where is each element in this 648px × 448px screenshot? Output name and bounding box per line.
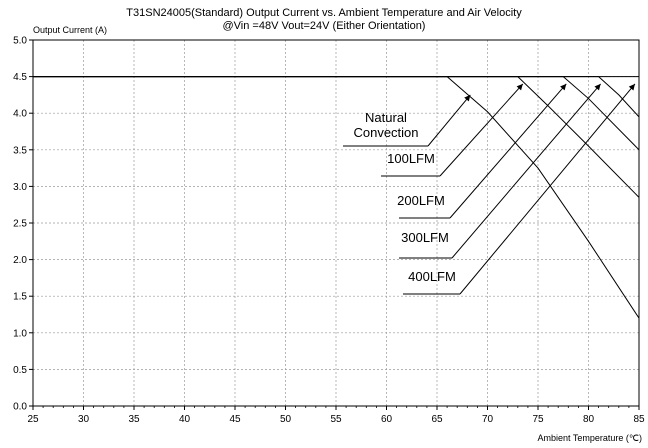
y-tick-label: 3.5 (13, 145, 27, 156)
x-tick-label: 65 (431, 414, 443, 425)
annotation-arrowhead (560, 83, 567, 91)
annotation-leader (451, 83, 602, 259)
chart-title: T31SN24005(Standard) Output Current vs. … (126, 7, 522, 19)
annotation-leader (449, 83, 567, 219)
x-tick-label: 75 (532, 414, 544, 425)
x-tick-label: 55 (330, 414, 342, 425)
annotation-leader (439, 83, 524, 177)
x-tick-label: 70 (482, 414, 494, 425)
y-tick-label: 2.5 (13, 219, 27, 230)
x-tick-label: 45 (229, 414, 241, 425)
x-tick-label: 50 (280, 414, 292, 425)
annotation-arrowhead (594, 83, 601, 91)
y-tick-label: 0.0 (13, 402, 27, 413)
series-lines (33, 76, 640, 319)
x-tick-label: 40 (179, 414, 191, 425)
y-tick-label: 1.0 (13, 328, 27, 339)
annotation-label: 300LFM (401, 230, 449, 245)
chart-subtitle: @Vin =48V Vout=24V (Either Orientation) (223, 20, 426, 32)
x-axis-label: Ambient Temperature (℃) (538, 433, 642, 443)
x-tick-label: 60 (381, 414, 393, 425)
y-tick-label: 2.0 (13, 255, 27, 266)
annotation-arrowhead (464, 94, 471, 102)
y-tick-label: 4.0 (13, 109, 27, 120)
x-tick-label: 35 (128, 414, 140, 425)
annotation-label: 100LFM (387, 151, 435, 166)
annotation-label: 400LFM (408, 269, 456, 284)
annotation-label: Convection (353, 125, 418, 140)
annotation-arrowhead (516, 83, 523, 91)
annotation-leader (427, 94, 471, 147)
x-tick-label: 25 (27, 414, 39, 425)
annotation-label: Natural (365, 110, 407, 125)
x-tick-label: 30 (78, 414, 90, 425)
x-tick-label: 85 (633, 414, 645, 425)
y-tick-label: 0.5 (13, 365, 27, 376)
annotation-label: 200LFM (397, 193, 445, 208)
grid (33, 40, 639, 406)
x-tick-label: 80 (583, 414, 595, 425)
y-tick-label: 5.0 (13, 36, 27, 47)
tick-labels: 25 30 35 40 45 50 55 60 65 70 75 80 85 0.0 0.5 1.0 1.5 2.… (13, 36, 645, 426)
plot-frame (32, 39, 640, 407)
y-tick-label: 1.5 (13, 292, 27, 303)
annotation-leader (459, 83, 636, 295)
annotation-arrowhead (628, 83, 635, 91)
y-tick-label: 3.0 (13, 182, 27, 193)
y-axis-label: Output Current (A) (33, 25, 107, 35)
y-tick-label: 4.5 (13, 72, 27, 83)
